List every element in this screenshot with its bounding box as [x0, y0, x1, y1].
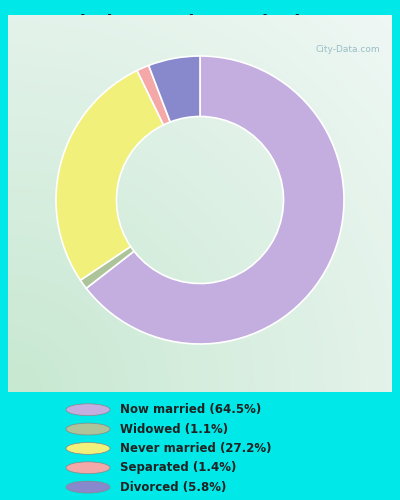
Text: Never married (27.2%): Never married (27.2%): [120, 442, 272, 455]
Text: Widowed (1.1%): Widowed (1.1%): [120, 422, 228, 436]
Text: Marital status in Beach City, TX: Marital status in Beach City, TX: [41, 14, 359, 32]
Wedge shape: [149, 56, 200, 122]
Wedge shape: [80, 246, 134, 288]
Circle shape: [66, 442, 110, 454]
Text: City-Data.com: City-Data.com: [316, 45, 380, 54]
Circle shape: [66, 423, 110, 435]
Text: Now married (64.5%): Now married (64.5%): [120, 403, 261, 416]
Wedge shape: [137, 66, 170, 125]
Circle shape: [66, 404, 110, 415]
Wedge shape: [56, 70, 164, 280]
Circle shape: [66, 481, 110, 493]
Text: Separated (1.4%): Separated (1.4%): [120, 461, 236, 474]
Wedge shape: [86, 56, 344, 344]
Text: Divorced (5.8%): Divorced (5.8%): [120, 480, 226, 494]
Circle shape: [66, 462, 110, 473]
